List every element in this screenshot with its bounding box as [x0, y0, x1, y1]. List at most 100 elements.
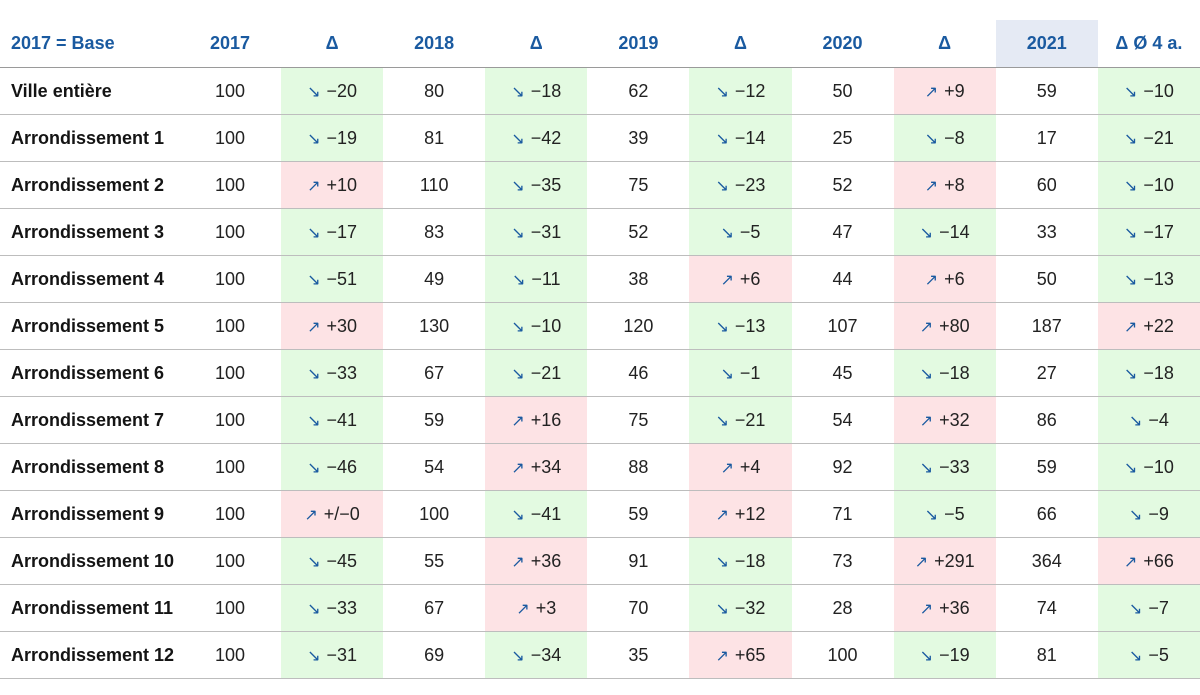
- table-row: Arrondissement 5 100 ↗ +30 130 ↘ −10 120 ↘ −13 107…: [0, 302, 1200, 350]
- row-label: Arrondissement 12: [0, 631, 179, 679]
- delta-value: +6: [739, 268, 761, 289]
- header-delta: Δ: [281, 20, 384, 68]
- index-value: 100: [178, 537, 282, 585]
- delta-cell: ↗ +66: [1097, 537, 1200, 585]
- delta-value: −5: [944, 503, 965, 524]
- arrow-down-right-icon: ↘: [511, 316, 525, 336]
- index-value: 59: [995, 67, 1098, 115]
- delta-value: +8: [944, 174, 965, 195]
- arrow-up-right-icon: ↗: [511, 410, 525, 430]
- arrow-down-right-icon: ↘: [924, 128, 939, 148]
- index-value: 59: [383, 396, 486, 444]
- arrow-down-right-icon: ↘: [919, 363, 934, 383]
- delta-value: −45: [326, 550, 358, 571]
- arrow-down-right-icon: ↘: [307, 645, 321, 665]
- arrow-up-right-icon: ↗: [1123, 551, 1138, 571]
- arrow-down-right-icon: ↘: [1123, 457, 1138, 477]
- delta-value: +/−0: [323, 503, 360, 524]
- arrow-up-right-icon: ↗: [511, 551, 525, 571]
- delta-value: −18: [530, 80, 562, 101]
- header-row: 2017 = Base 2017 Δ 2018 Δ 2019 Δ 2020 Δ 2021 Δ Ø 4…: [0, 20, 1200, 68]
- arrow-down-right-icon: ↘: [1128, 504, 1143, 524]
- index-value: 54: [791, 396, 894, 444]
- delta-value: −34: [530, 644, 562, 665]
- header-year: 2017: [178, 20, 282, 68]
- delta-value: −31: [326, 644, 358, 665]
- delta-cell: ↘ −34: [485, 631, 588, 679]
- row-label: Arrondissement 11: [0, 584, 179, 632]
- index-value: 59: [995, 443, 1098, 491]
- arrow-down-right-icon: ↘: [307, 81, 321, 101]
- header-year-highlighted: 2021: [995, 20, 1098, 68]
- delta-cell: ↗ +16: [485, 396, 588, 444]
- delta-value: −5: [739, 221, 761, 242]
- delta-value: −14: [939, 221, 970, 242]
- index-value: 91: [587, 537, 690, 585]
- delta-value: −21: [734, 409, 766, 430]
- table-row: Arrondissement 3 100 ↘ −17 83 ↘ −31 52 ↘ −5 47 ↘ −14…: [0, 208, 1200, 256]
- arrow-down-right-icon: ↘: [1128, 410, 1143, 430]
- index-value: 52: [587, 208, 690, 256]
- delta-cell: ↘ −51: [281, 255, 384, 303]
- delta-value: −23: [734, 174, 766, 195]
- delta-cell: ↘ −13: [689, 302, 792, 350]
- delta-value: +10: [326, 174, 358, 195]
- delta-value: +291: [934, 550, 975, 571]
- arrow-down-right-icon: ↘: [715, 128, 729, 148]
- index-value: 120: [587, 302, 690, 350]
- arrow-up-right-icon: ↗: [1123, 316, 1138, 336]
- table-row: Arrondissement 6 100 ↘ −33 67 ↘ −21 46 ↘ −1 45 ↘ −18…: [0, 349, 1200, 397]
- index-value: 100: [383, 490, 486, 538]
- index-value: 67: [383, 349, 486, 397]
- row-label: Arrondissement 5: [0, 302, 179, 350]
- delta-value: −10: [1143, 174, 1174, 195]
- delta-cell: ↗ +12: [689, 490, 792, 538]
- index-value: 100: [178, 584, 282, 632]
- arrow-down-right-icon: ↘: [919, 222, 934, 242]
- index-value: 100: [178, 396, 282, 444]
- table-row: Ville entière 100 ↘ −20 80 ↘ −18 62 ↘ −12 50 ↗ +9 59 ↘…: [0, 67, 1200, 115]
- delta-cell: ↘ −41: [485, 490, 588, 538]
- table-row: Arrondissement 2 100 ↗ +10 110 ↘ −35 75 ↘ −23 52 ↗ +…: [0, 161, 1200, 209]
- arrow-down-right-icon: ↘: [720, 222, 734, 242]
- table-row: Arrondissement 8 100 ↘ −46 54 ↗ +34 88 ↗ +4 92 ↘ −33…: [0, 443, 1200, 491]
- index-value: 52: [791, 161, 894, 209]
- header-delta: Δ: [893, 20, 996, 68]
- arrow-down-right-icon: ↘: [307, 128, 321, 148]
- delta-cell: ↘ −4: [1097, 396, 1200, 444]
- delta-cell: ↗ +36: [485, 537, 588, 585]
- delta-value: −1: [739, 362, 761, 383]
- delta-cell: ↘ −21: [1097, 114, 1200, 162]
- index-value: 92: [791, 443, 894, 491]
- delta-cell: ↗ +3: [485, 584, 588, 632]
- index-value: 17: [995, 114, 1098, 162]
- delta-value: +80: [939, 315, 970, 336]
- index-value: 55: [383, 537, 486, 585]
- delta-value: −41: [326, 409, 358, 430]
- arrow-up-right-icon: ↗: [924, 81, 939, 101]
- arrow-down-right-icon: ↘: [511, 645, 525, 665]
- delta-value: +22: [1143, 315, 1174, 336]
- index-value: 100: [178, 255, 282, 303]
- row-label: Arrondissement 8: [0, 443, 179, 491]
- index-value: 88: [587, 443, 690, 491]
- delta-cell: ↘ −33: [281, 349, 384, 397]
- delta-value: −13: [1143, 268, 1174, 289]
- delta-value: −33: [326, 597, 358, 618]
- arrow-up-right-icon: ↗: [720, 457, 734, 477]
- index-value: 50: [791, 67, 894, 115]
- arrow-down-right-icon: ↘: [511, 222, 525, 242]
- index-value: 187: [995, 302, 1098, 350]
- index-value: 62: [587, 67, 690, 115]
- delta-cell: ↘ −9: [1097, 490, 1200, 538]
- arrow-down-right-icon: ↘: [1123, 175, 1138, 195]
- index-value: 25: [791, 114, 894, 162]
- delta-cell: ↘ −20: [281, 67, 384, 115]
- index-value: 100: [178, 349, 282, 397]
- row-label: Arrondissement 7: [0, 396, 179, 444]
- delta-cell: ↘ −17: [281, 208, 384, 256]
- delta-value: −7: [1148, 597, 1169, 618]
- index-value: 75: [587, 396, 690, 444]
- index-value: 73: [791, 537, 894, 585]
- delta-value: −51: [326, 268, 358, 289]
